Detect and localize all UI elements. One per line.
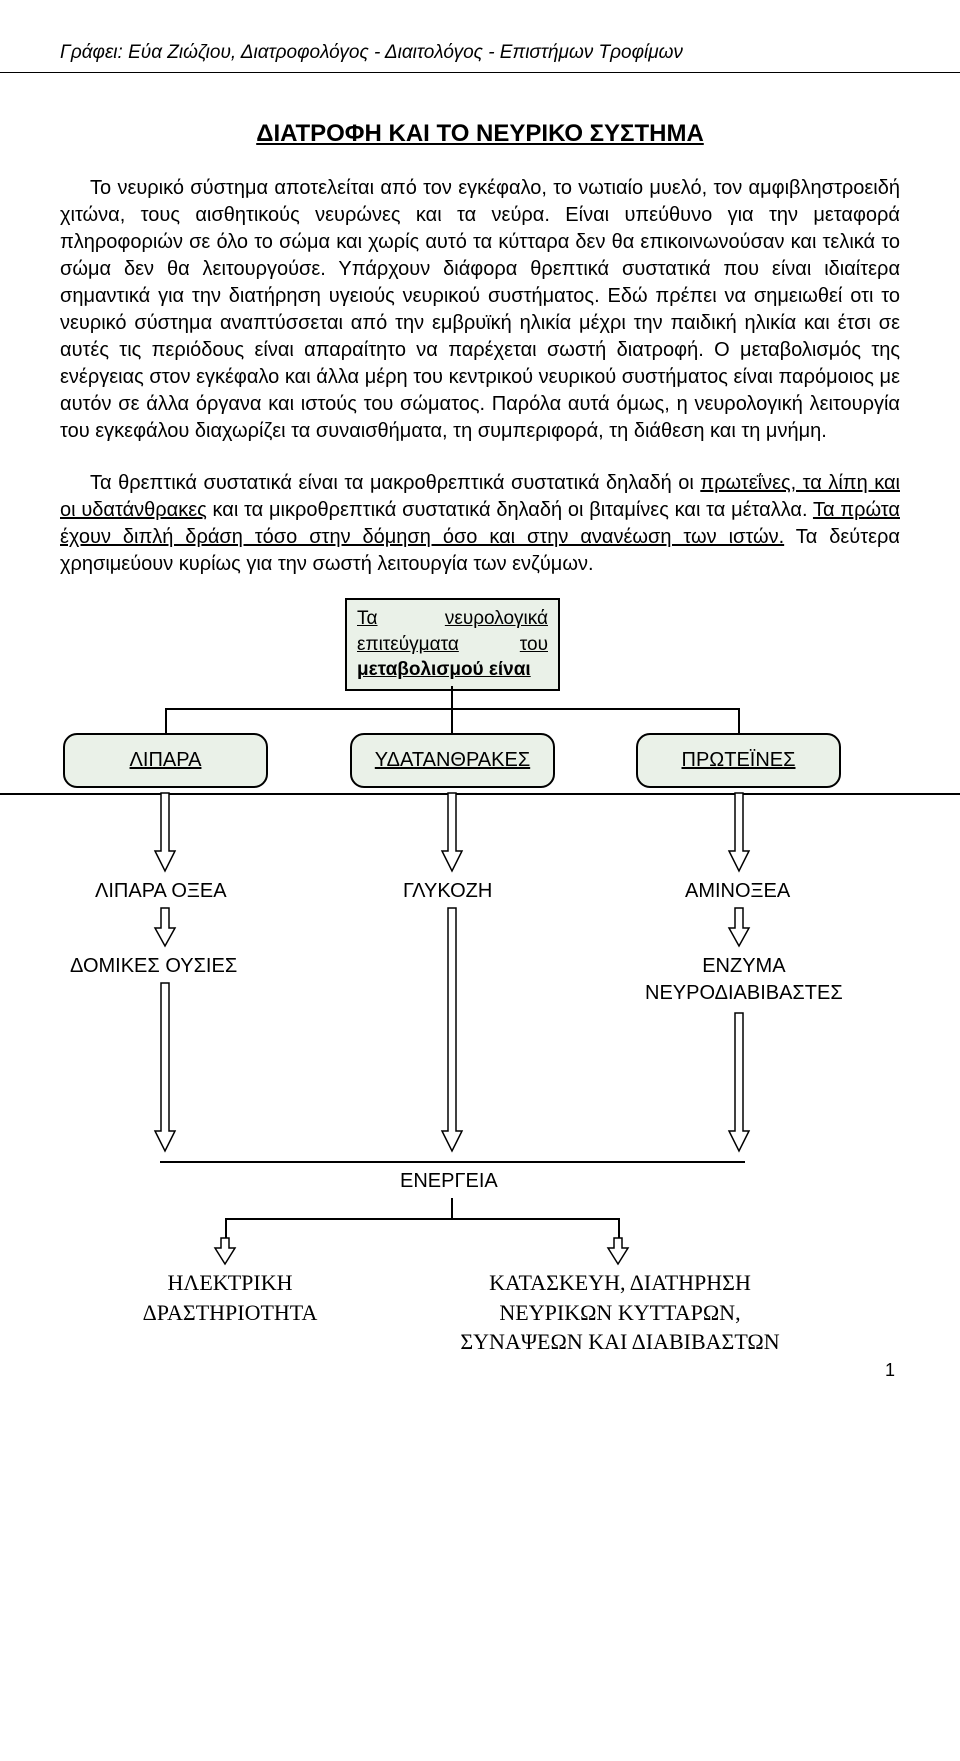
flowchart: Τα νευρολογικά επιτεύγματα του μεταβολισμο… <box>60 598 900 1348</box>
node-aminoxea: ΑΜΙΝΟΞΕΑ <box>685 878 790 905</box>
constr-l2: ΝΕΥΡΙΚΩΝ ΚΥΤΤΑΡΩΝ, <box>460 1298 780 1328</box>
arrow-icon <box>442 793 462 873</box>
connector <box>451 686 453 708</box>
node-enzyma: ΕΝΖΥΜΑ ΝΕΥΡΟΔΙΑΒΙΒΑΣΤΕΣ <box>645 953 843 1007</box>
node-top: Τα νευρολογικά επιτεύγματα του μεταβολισμο… <box>345 598 560 691</box>
p2-a: Τα θρεπτικά συστατικά είναι τα μακροθρεπ… <box>90 472 700 494</box>
node-lipara-oxea: ΛΙΠΑΡΑ ΟΞΕΑ <box>95 878 227 905</box>
paragraph-1-text: Το νευρικό σύστημα αποτελείται από τον ε… <box>60 177 900 442</box>
connector <box>451 708 453 733</box>
node-ydat: ΥΔΑΤΑΝΘΡΑΚΕΣ <box>350 733 555 788</box>
connector <box>0 793 960 795</box>
connector <box>225 1218 620 1220</box>
p2-c: και τα μικροθρεπτικά συστατικά δηλαδή οι… <box>207 499 813 521</box>
top-l3: μεταβολισμού είναι <box>357 657 548 683</box>
connector <box>618 1218 620 1240</box>
node-electric: ΗΛΕΚΤΡΙΚΗ ΔΡΑΣΤΗΡΙΟΤΗΤΑ <box>130 1268 330 1327</box>
arrow-icon <box>729 1013 749 1153</box>
arrow-icon <box>729 793 749 873</box>
node-glykozh: ΓΛΥΚΟΖΗ <box>403 878 492 905</box>
author-line: Γράφει: Εύα Ζιώζιου, Διατροφολόγος - Δια… <box>60 40 900 66</box>
connector <box>451 1198 453 1218</box>
electric-l2: ΔΡΑΣΤΗΡΙΟΤΗΤΑ <box>130 1298 330 1328</box>
connector <box>225 1218 227 1240</box>
page-title: ΔΙΑΤΡΟΦΗ ΚΑΙ ΤΟ ΝΕΥΡΙΚΟ ΣΥΣΤΗΜΑ <box>256 118 704 150</box>
electric-l1: ΗΛΕΚΤΡΙΚΗ <box>130 1268 330 1298</box>
arrow-icon <box>442 908 462 1153</box>
arrow-icon <box>155 983 175 1153</box>
paragraph-2: Τα θρεπτικά συστατικά είναι τα μακροθρεπ… <box>60 470 900 578</box>
top-l2a: επιτεύγματα <box>357 632 459 658</box>
enzyma-l1: ΕΝΖΥΜΑ <box>645 953 843 980</box>
constr-l1: ΚΑΤΑΣΚΕΥΗ, ΔΙΑΤΗΡΗΣΗ <box>460 1268 780 1298</box>
paragraph-1: Το νευρικό σύστημα αποτελείται από τον ε… <box>60 175 900 445</box>
node-prot: ΠΡΩΤΕΪΝΕΣ <box>636 733 841 788</box>
arrow-icon <box>215 1238 235 1266</box>
node-lipara: ΛΙΠΑΡΑ <box>63 733 268 788</box>
node-construction: ΚΑΤΑΣΚΕΥΗ, ΔΙΑΤΗΡΗΣΗ ΝΕΥΡΙΚΩΝ ΚΥΤΤΑΡΩΝ, … <box>460 1268 780 1357</box>
enzyma-l2: ΝΕΥΡΟΔΙΑΒΙΒΑΣΤΕΣ <box>645 980 843 1007</box>
top-l1b: νευρολογικά <box>445 606 548 632</box>
connector <box>160 1161 745 1163</box>
arrow-icon <box>155 908 175 948</box>
top-l2b: του <box>520 632 548 658</box>
node-domikes: ΔΟΜΙΚΕΣ ΟΥΣΙΕΣ <box>70 953 237 980</box>
node-energeia: ΕΝΕΡΓΕΙΑ <box>400 1168 498 1195</box>
connector <box>738 708 740 733</box>
constr-l3: ΣΥΝΑΨΕΩΝ ΚΑΙ ΔΙΑΒΙΒΑΣΤΩΝ <box>460 1327 780 1357</box>
arrow-icon <box>608 1238 628 1266</box>
connector <box>165 708 167 733</box>
top-l1a: Τα <box>357 606 378 632</box>
header-divider <box>0 72 960 73</box>
arrow-icon <box>155 793 175 873</box>
arrow-icon <box>729 908 749 948</box>
page-number: 1 <box>60 1358 900 1382</box>
